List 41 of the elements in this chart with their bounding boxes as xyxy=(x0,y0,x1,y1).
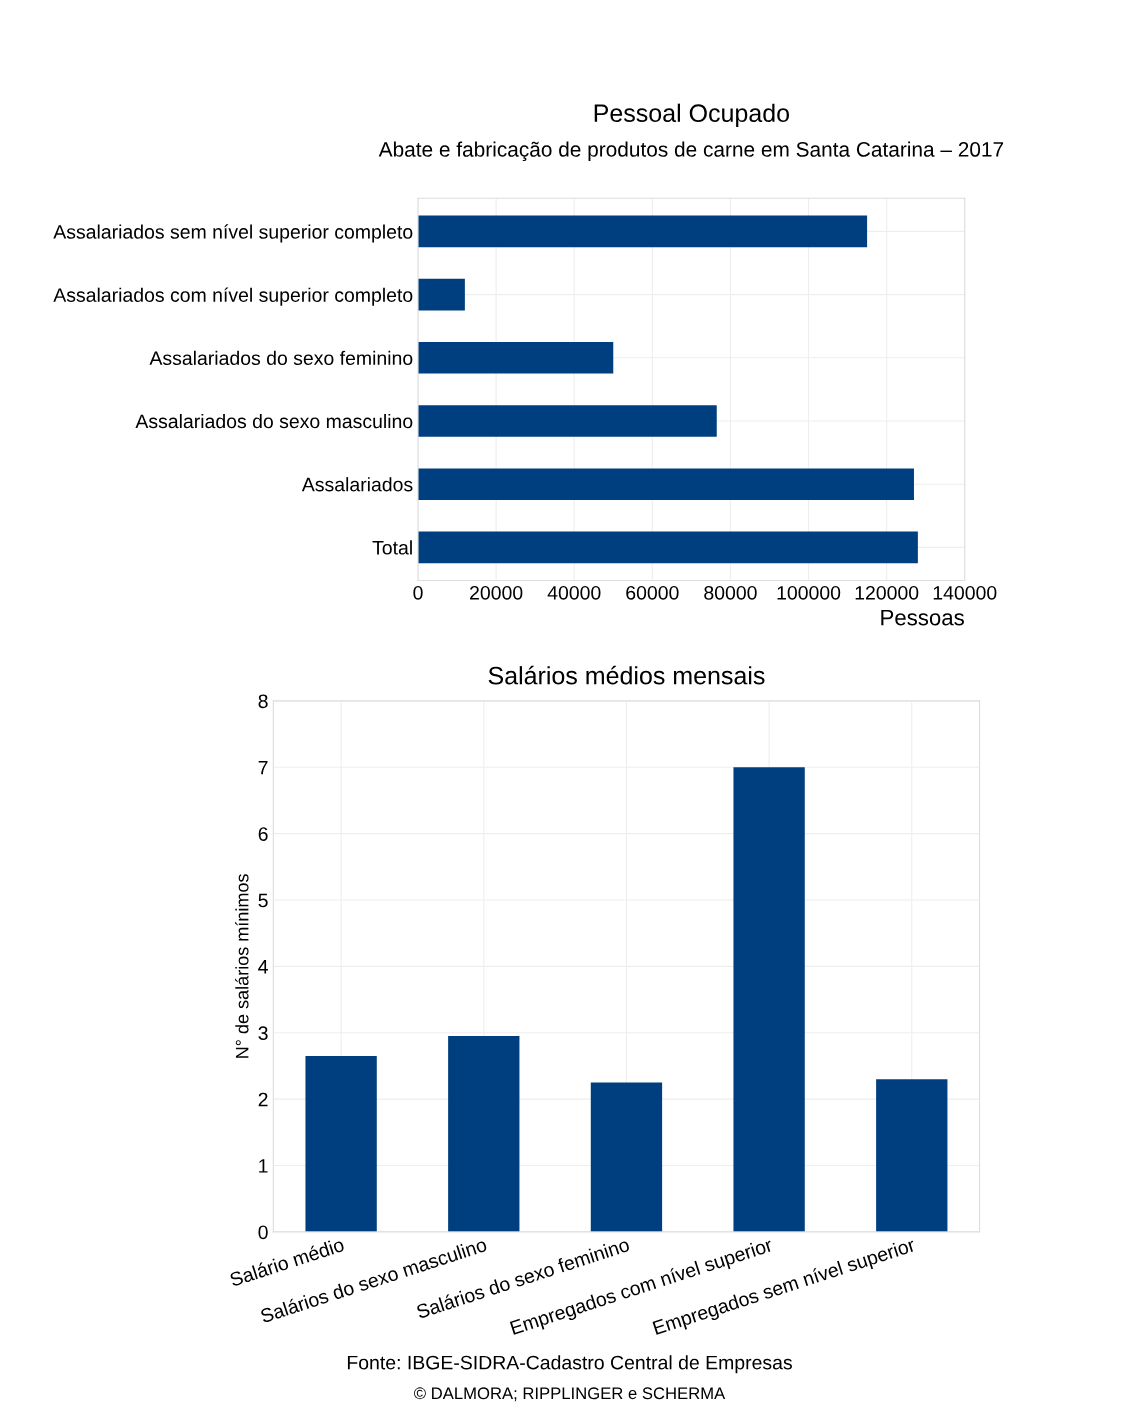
x-tick-label: 60000 xyxy=(626,585,679,600)
x-tick-label: 80000 xyxy=(704,585,757,600)
x-tick-label: 120000 xyxy=(855,585,919,600)
bar xyxy=(305,1056,377,1232)
bar xyxy=(418,215,868,248)
x-tick-label: 40000 xyxy=(547,585,601,600)
y-tick-label: 7 xyxy=(258,760,268,775)
bar xyxy=(733,767,805,1232)
x-axis-title: Pessoas xyxy=(881,609,964,626)
text: © DALMORA; RIPPLINGER e SCHERMA xyxy=(414,1387,726,1402)
bar xyxy=(448,1036,520,1232)
bar xyxy=(418,342,614,374)
x-tick-label: 140000 xyxy=(933,585,997,600)
bar xyxy=(590,1082,663,1232)
y-tick-label: Assalariados sem nível superior completo xyxy=(53,224,413,243)
y-tick-label: 5 xyxy=(258,893,268,908)
y-tick-label: Assalariados com nível superior completo xyxy=(53,287,413,306)
y-axis-title: N° de salários mínimos xyxy=(235,874,249,1058)
y-tick-label: Assalariados do sexo feminino xyxy=(149,350,413,366)
chart-title: Salários médios mensais xyxy=(488,665,765,685)
chart-subtitle: Abate e fabricação de produtos de carne em Santa Catarina – 2017 xyxy=(378,141,1004,161)
source-note: Fonte: IBGE-SIDRA-Cadastro Central de Empresas xyxy=(347,1355,792,1374)
y-tick-label: 2 xyxy=(258,1092,268,1107)
x-tick-label: 20000 xyxy=(470,585,523,600)
bar xyxy=(418,405,717,437)
x-tick-label: 0 xyxy=(413,585,423,600)
y-tick-label: 4 xyxy=(258,960,268,974)
bar xyxy=(418,531,918,564)
chart-title: Pessoal Ocupado xyxy=(594,103,790,127)
y-tick-label: 3 xyxy=(258,1026,268,1041)
y-tick-label: 1 xyxy=(259,1159,268,1173)
y-tick-label: Total xyxy=(372,540,412,555)
y-tick-label: 6 xyxy=(258,827,268,841)
x-tick-label: 100000 xyxy=(777,585,841,600)
bar xyxy=(418,468,914,500)
y-tick-label: 8 xyxy=(258,694,268,709)
y-tick-label: Assalariados xyxy=(301,477,413,492)
y-tick-label: 0 xyxy=(258,1225,268,1240)
y-tick-label: Assalariados do sexo masculino xyxy=(135,413,413,429)
bar xyxy=(876,1079,948,1232)
bar xyxy=(418,278,465,311)
